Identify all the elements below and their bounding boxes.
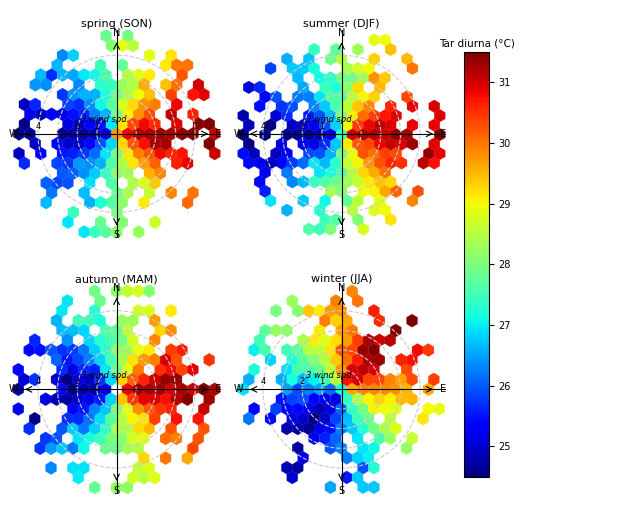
- Text: 3 wind spd.: 3 wind spd.: [306, 370, 355, 380]
- Title: winter (JJA): winter (JJA): [311, 275, 372, 284]
- Text: 4: 4: [35, 378, 41, 386]
- Text: 3 wind spd.: 3 wind spd.: [81, 115, 129, 124]
- Text: 2: 2: [300, 378, 305, 386]
- Title: spring (SON): spring (SON): [81, 19, 152, 29]
- Text: N: N: [338, 27, 345, 37]
- Text: 2: 2: [75, 378, 80, 386]
- Text: 2: 2: [300, 122, 305, 131]
- Text: E: E: [439, 129, 446, 139]
- Text: 1: 1: [94, 122, 100, 131]
- Text: W: W: [233, 384, 243, 394]
- Text: 1: 1: [319, 122, 324, 131]
- Text: W: W: [233, 129, 243, 139]
- Text: N: N: [113, 27, 120, 37]
- Text: 4: 4: [260, 122, 266, 131]
- Title: autumn (MAM): autumn (MAM): [76, 275, 158, 284]
- Title: Tar diurna (°C): Tar diurna (°C): [439, 38, 514, 48]
- Text: 4: 4: [35, 122, 41, 131]
- Text: E: E: [439, 384, 446, 394]
- Text: 4: 4: [260, 378, 266, 386]
- Text: S: S: [339, 230, 345, 240]
- Text: S: S: [113, 230, 119, 240]
- Text: S: S: [113, 486, 119, 496]
- Text: E: E: [215, 384, 221, 394]
- Title: summer (DJF): summer (DJF): [303, 19, 380, 29]
- Text: 2: 2: [75, 122, 80, 131]
- Text: 3 wind spd.: 3 wind spd.: [81, 370, 129, 380]
- Text: 3 wind spd.: 3 wind spd.: [306, 115, 355, 124]
- Text: 1: 1: [94, 378, 100, 386]
- Text: N: N: [113, 283, 120, 293]
- Text: W: W: [9, 384, 19, 394]
- Text: W: W: [9, 129, 19, 139]
- Text: 1: 1: [319, 378, 324, 386]
- Text: E: E: [215, 129, 221, 139]
- Text: S: S: [339, 486, 345, 496]
- Text: N: N: [338, 283, 345, 293]
